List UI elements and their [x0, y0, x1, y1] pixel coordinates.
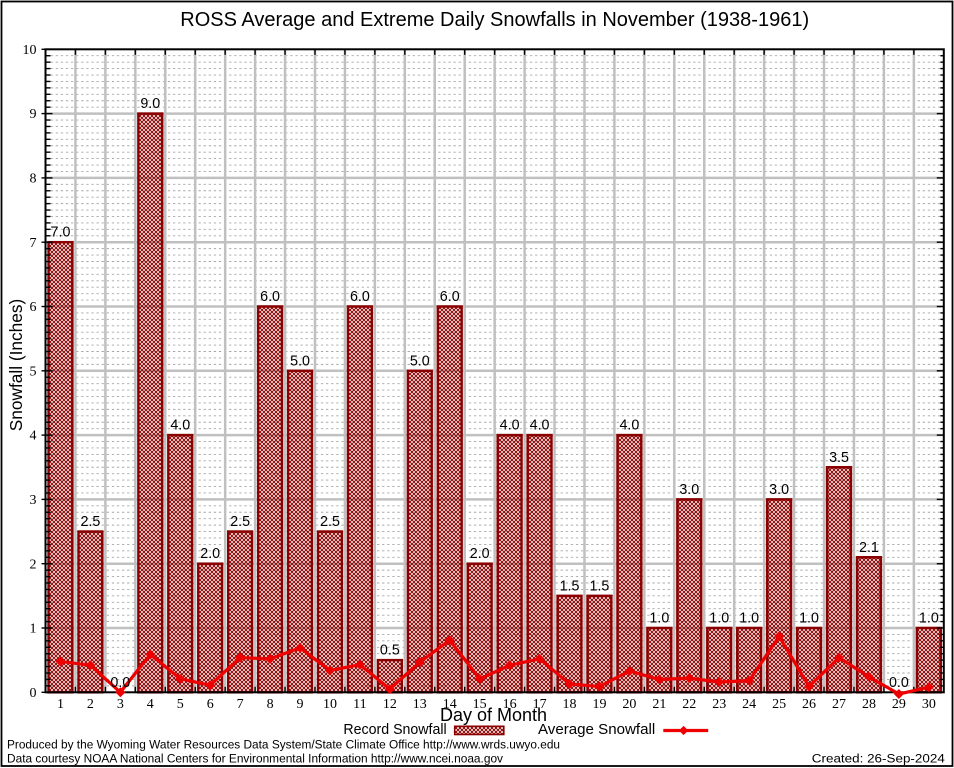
svg-text:1.5: 1.5: [560, 578, 580, 594]
svg-text:4.0: 4.0: [170, 418, 190, 434]
svg-text:17: 17: [533, 697, 547, 712]
svg-text:2.5: 2.5: [320, 514, 340, 530]
svg-text:26: 26: [802, 697, 816, 712]
svg-text:0: 0: [30, 686, 37, 701]
svg-text:10: 10: [323, 697, 337, 712]
svg-text:3.0: 3.0: [679, 482, 699, 498]
svg-text:25: 25: [772, 697, 786, 712]
svg-text:2.0: 2.0: [470, 546, 490, 562]
svg-text:28: 28: [862, 697, 876, 712]
svg-text:5: 5: [177, 697, 184, 712]
svg-text:6: 6: [30, 300, 37, 315]
svg-text:13: 13: [413, 697, 427, 712]
svg-text:23: 23: [712, 697, 726, 712]
svg-text:0.0: 0.0: [110, 675, 130, 691]
svg-text:8: 8: [267, 697, 274, 712]
svg-text:2.0: 2.0: [200, 546, 220, 562]
svg-text:7: 7: [237, 697, 244, 712]
svg-text:1: 1: [57, 697, 64, 712]
svg-text:Created: 26-Sep-2024: Created: 26-Sep-2024: [812, 751, 945, 765]
svg-text:5.0: 5.0: [290, 353, 310, 369]
svg-text:6.0: 6.0: [440, 289, 460, 305]
svg-text:Average Snowfall: Average Snowfall: [538, 721, 655, 738]
svg-text:Day of Month: Day of Month: [440, 705, 547, 725]
svg-text:2: 2: [30, 557, 37, 572]
svg-text:Snowfall (Inches): Snowfall (Inches): [6, 299, 26, 432]
svg-text:ROSS Average and Extreme Daily: ROSS Average and Extreme Daily Snowfalls…: [180, 9, 809, 31]
svg-text:24: 24: [742, 697, 756, 712]
svg-text:4: 4: [30, 429, 37, 444]
svg-text:6: 6: [207, 697, 214, 712]
svg-text:3: 3: [30, 493, 37, 508]
svg-text:3.0: 3.0: [769, 482, 789, 498]
svg-text:4.0: 4.0: [619, 418, 639, 434]
svg-text:10: 10: [23, 43, 37, 58]
svg-text:18: 18: [563, 697, 577, 712]
svg-text:14: 14: [443, 697, 457, 712]
svg-text:5.0: 5.0: [410, 353, 430, 369]
svg-text:1.0: 1.0: [799, 611, 819, 627]
svg-text:9.0: 9.0: [140, 96, 160, 112]
svg-text:Produced by the Wyoming Water: Produced by the Wyoming Water Resources …: [7, 737, 560, 751]
svg-text:15: 15: [473, 697, 487, 712]
svg-text:1: 1: [30, 622, 37, 637]
svg-text:Record Snowfall: Record Snowfall: [343, 721, 446, 738]
svg-text:4.0: 4.0: [500, 418, 520, 434]
svg-text:21: 21: [652, 697, 666, 712]
svg-text:3.5: 3.5: [829, 450, 849, 466]
svg-text:9: 9: [297, 697, 304, 712]
svg-text:27: 27: [832, 697, 846, 712]
svg-text:2.5: 2.5: [230, 514, 250, 530]
svg-text:2: 2: [87, 697, 94, 712]
svg-text:8: 8: [30, 172, 37, 187]
svg-text:4: 4: [147, 697, 154, 712]
svg-text:9: 9: [30, 107, 37, 122]
svg-text:2.5: 2.5: [80, 514, 100, 530]
svg-text:29: 29: [892, 697, 906, 712]
svg-text:0.5: 0.5: [380, 643, 400, 659]
svg-text:11: 11: [353, 697, 366, 712]
svg-text:12: 12: [383, 697, 397, 712]
svg-text:1.0: 1.0: [649, 611, 669, 627]
svg-text:19: 19: [592, 697, 606, 712]
svg-text:22: 22: [682, 697, 696, 712]
svg-text:5: 5: [30, 364, 37, 379]
svg-text:6.0: 6.0: [260, 289, 280, 305]
svg-text:1.0: 1.0: [739, 611, 759, 627]
svg-text:1.0: 1.0: [919, 611, 939, 627]
svg-text:7.0: 7.0: [51, 225, 71, 241]
svg-text:1.0: 1.0: [709, 611, 729, 627]
svg-text:16: 16: [503, 697, 517, 712]
svg-text:6.0: 6.0: [350, 289, 370, 305]
svg-text:3: 3: [117, 697, 124, 712]
svg-text:7: 7: [30, 236, 37, 251]
svg-text:20: 20: [622, 697, 636, 712]
svg-text:Data courtesy NOAA National Ce: Data courtesy NOAA National Centers for …: [7, 751, 504, 765]
svg-text:30: 30: [922, 697, 936, 712]
svg-text:0.0: 0.0: [889, 675, 909, 691]
svg-text:2.1: 2.1: [859, 540, 879, 556]
svg-text:1.5: 1.5: [590, 578, 610, 594]
svg-text:4.0: 4.0: [530, 418, 550, 434]
